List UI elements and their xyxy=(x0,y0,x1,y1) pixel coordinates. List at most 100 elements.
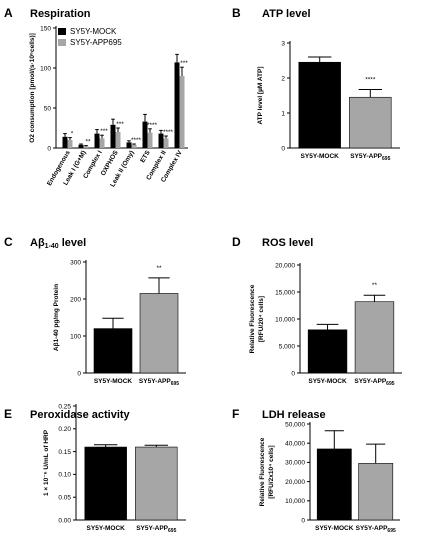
panel-title: Respiration xyxy=(30,8,91,20)
panel-title: ATP level xyxy=(262,8,311,20)
bar-app695 xyxy=(354,301,395,374)
significance-marker: *** xyxy=(116,121,124,128)
bar-app695 xyxy=(131,144,137,148)
y-tick-label: 15,000 xyxy=(275,289,295,296)
significance-marker: ** xyxy=(372,282,378,289)
bar-mock xyxy=(126,142,132,148)
bar-app695 xyxy=(147,132,153,148)
y-tick-label: 0.15 xyxy=(58,449,71,456)
category-label: SY5Y-APP695 xyxy=(354,378,394,387)
bar-mock xyxy=(316,448,352,521)
y-tick-label: 0 xyxy=(47,145,51,152)
legend-swatch xyxy=(58,39,66,46)
panel-title: ROS level xyxy=(262,237,313,249)
category-label: SY5Y-APP695 xyxy=(139,378,179,387)
category-label: SY5Y-MOCK xyxy=(94,378,133,385)
legend-entry: SY5Y-APP695 xyxy=(70,38,122,47)
y-tick-label: 0.25 xyxy=(58,403,71,410)
y-tick-label: 0.00 xyxy=(58,517,71,524)
panel-letter: B xyxy=(232,6,241,20)
panel-letter: A xyxy=(4,6,13,20)
y-tick-label: 200 xyxy=(70,296,81,303)
panel-a: A Respiration 0 50 100 150 O2 consumption [pmo… xyxy=(4,6,188,188)
legend-entry: SY5Y-MOCK xyxy=(70,27,117,36)
significance-marker: ** xyxy=(156,265,162,272)
y-tick-label: 0 xyxy=(301,517,305,524)
y-tick-label: 0.20 xyxy=(58,426,71,433)
bar-app695 xyxy=(349,96,392,149)
y-tick-label: 3 xyxy=(281,40,285,47)
y-tick-label: 150 xyxy=(40,25,51,32)
y-tick-label: 300 xyxy=(70,259,81,266)
significance-marker: * xyxy=(71,131,74,138)
panel-f: F LDH release 0 10,000 20,000 30,000 40,000 50,… xyxy=(232,407,400,534)
category-label: ETS xyxy=(139,149,152,164)
significance-marker: **** xyxy=(147,122,158,129)
panel-letter: C xyxy=(4,235,13,249)
y-tick-label: 20,000 xyxy=(275,262,295,269)
bar-app695 xyxy=(358,463,394,521)
y-tick-label: 50 xyxy=(44,105,52,112)
y-tick-label: 0.10 xyxy=(58,472,71,479)
significance-marker: *** xyxy=(100,128,108,135)
bar-app695 xyxy=(115,132,121,148)
significance-marker: **** xyxy=(163,129,174,136)
panel-d: D ROS level 0 5,000 10,000 15,000 20,000 Relati… xyxy=(232,235,402,387)
y-tick-label: 30,000 xyxy=(285,460,305,467)
y-tick-label: 50,000 xyxy=(285,421,305,428)
significance-marker: ** xyxy=(85,139,91,146)
y-tick-label: 10,000 xyxy=(285,498,305,505)
y-tick-label: 1 xyxy=(281,110,285,117)
category-label: SY5Y-MOCK xyxy=(308,378,347,385)
panel-e: E Peroxidase activity 0.00 0.05 0.10 0.15 0.20… xyxy=(4,403,186,534)
panel-title: Peroxidase activity xyxy=(30,409,131,421)
panel-letter: D xyxy=(232,235,241,249)
y-tick-label: 100 xyxy=(40,65,51,72)
bar-app695 xyxy=(135,446,178,521)
y-axis-label: Relative Fluorescence xyxy=(259,437,266,506)
category-label: SY5Y-MOCK xyxy=(315,525,354,532)
category-label: SY5Y-APP695 xyxy=(136,525,176,534)
y-axis-label-units: [RFU/20⁴ cells] xyxy=(258,296,265,342)
category-label: SY5Y-APP695 xyxy=(350,153,390,162)
legend-swatch xyxy=(58,28,66,35)
y-tick-label: 0 xyxy=(77,370,81,377)
panel-title: LDH release xyxy=(262,409,326,421)
panel-letter: E xyxy=(4,407,12,421)
y-axis-label-units: [RFU/2x10⁴ cells] xyxy=(268,445,275,498)
y-tick-label: 0 xyxy=(281,145,285,152)
category-label: SY5Y-MOCK xyxy=(301,153,340,160)
y-tick-label: 40,000 xyxy=(285,441,305,448)
significance-marker: **** xyxy=(131,137,142,144)
y-tick-label: 100 xyxy=(70,333,81,340)
bar-mock xyxy=(158,133,164,148)
bar-app695 xyxy=(179,76,185,148)
bar-app695 xyxy=(67,140,73,148)
category-label: SY5Y-APP695 xyxy=(356,525,396,534)
bar-mock xyxy=(93,328,133,374)
bar-mock xyxy=(62,136,68,148)
y-tick-label: 0.05 xyxy=(58,495,71,502)
panel-c: C Aβ1-40 level 0 100 200 300 Aβ1-40 pg/mg Prot… xyxy=(4,235,186,387)
y-tick-label: 5,000 xyxy=(279,343,296,350)
y-axis-label: Aβ1-40 pg/mg Protein xyxy=(53,284,60,351)
bar-app695 xyxy=(163,138,169,148)
y-tick-label: 0 xyxy=(291,370,295,377)
bar-app695 xyxy=(83,146,89,148)
bar-mock xyxy=(174,62,180,148)
y-tick-label: 2 xyxy=(281,75,285,82)
panel-title: Aβ1-40 level xyxy=(30,237,86,250)
panel-b: B ATP level 0 1 2 3 ATP level [µM ATP] SY5Y-MOC… xyxy=(232,6,400,162)
bar-app695 xyxy=(99,138,105,148)
y-tick-label: 10,000 xyxy=(275,316,295,323)
significance-marker: **** xyxy=(365,77,376,84)
significance-marker: *** xyxy=(180,60,188,67)
y-axis-label: Relative Fluorescence xyxy=(249,284,256,353)
bar-mock xyxy=(110,124,116,148)
y-axis-label: ATP level [µM ATP] xyxy=(257,66,264,124)
bar-app695 xyxy=(139,293,179,374)
bar-mock xyxy=(298,61,341,149)
bar-mock xyxy=(94,133,100,148)
y-tick-label: 20,000 xyxy=(285,479,305,486)
